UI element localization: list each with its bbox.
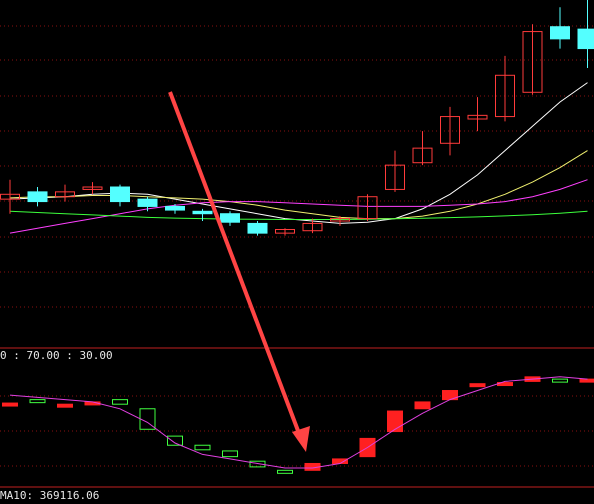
arrow-shaft xyxy=(168,91,302,437)
indicator-bar xyxy=(222,450,238,458)
candle-body xyxy=(357,196,378,220)
indicator-bar xyxy=(332,458,348,464)
ma-line-ma10 xyxy=(9,150,588,220)
candle-body xyxy=(137,198,158,207)
candle-body xyxy=(247,222,268,234)
candle xyxy=(440,106,460,156)
candle-body xyxy=(577,28,594,50)
candle xyxy=(165,204,185,214)
candle xyxy=(0,179,20,214)
candle-body xyxy=(522,31,543,93)
candle-body xyxy=(467,114,488,120)
candle xyxy=(110,184,130,207)
candle-body xyxy=(220,213,240,223)
indicator-bar xyxy=(579,378,594,383)
candle xyxy=(302,218,323,234)
indicator-bar xyxy=(57,403,73,408)
candle-body xyxy=(550,26,570,40)
annotation-arrow xyxy=(168,91,310,452)
candle-body xyxy=(165,205,185,211)
ma-line-ma60 xyxy=(9,210,588,220)
candlesticks xyxy=(0,0,594,236)
indicator-bar xyxy=(194,444,211,451)
candle xyxy=(357,194,378,221)
indicator-bar xyxy=(2,402,18,407)
ma-line-ma20 xyxy=(9,179,588,234)
indicator-bar xyxy=(249,460,266,468)
candle xyxy=(495,55,515,122)
candle xyxy=(192,208,213,221)
candle-body xyxy=(385,164,405,190)
indicator-bar xyxy=(29,399,46,404)
candle xyxy=(412,131,433,166)
indicator-levels-label: 0 : 70.00 : 30.00 xyxy=(0,349,113,362)
candle xyxy=(27,187,48,207)
candle xyxy=(137,196,158,212)
candle xyxy=(467,97,488,132)
candle xyxy=(82,182,103,195)
candle xyxy=(220,211,240,226)
candle-body xyxy=(192,210,213,215)
indicator-bar xyxy=(414,401,431,410)
candle-body xyxy=(412,147,433,164)
candle-body xyxy=(27,191,48,203)
indicator-panel xyxy=(2,376,594,474)
candle-body xyxy=(110,186,130,203)
candle xyxy=(577,0,594,68)
indicator-bar xyxy=(387,410,403,433)
candle xyxy=(55,184,75,202)
candle-body xyxy=(440,116,460,144)
indicator-bar xyxy=(277,469,293,474)
moving-average-lines xyxy=(9,82,588,234)
candle-body xyxy=(302,222,323,232)
candle xyxy=(522,24,543,95)
indicator-bar xyxy=(469,383,486,388)
candle xyxy=(385,150,405,192)
volume-ma-label: MA10: 369116.06 xyxy=(0,489,100,502)
candle xyxy=(330,216,350,226)
candle xyxy=(247,221,268,236)
candle-body xyxy=(0,193,20,200)
candle-body xyxy=(330,218,350,222)
candle-body xyxy=(55,191,75,198)
indicator-bar xyxy=(552,378,568,383)
candle-body xyxy=(275,229,295,234)
candle-body xyxy=(82,186,103,190)
arrow-head xyxy=(292,426,310,452)
indicator-bar xyxy=(112,399,128,405)
candle xyxy=(550,7,570,49)
candle xyxy=(275,228,295,236)
indicator-bar xyxy=(167,435,183,446)
candle-body xyxy=(495,74,515,118)
indicator-line xyxy=(9,376,588,469)
